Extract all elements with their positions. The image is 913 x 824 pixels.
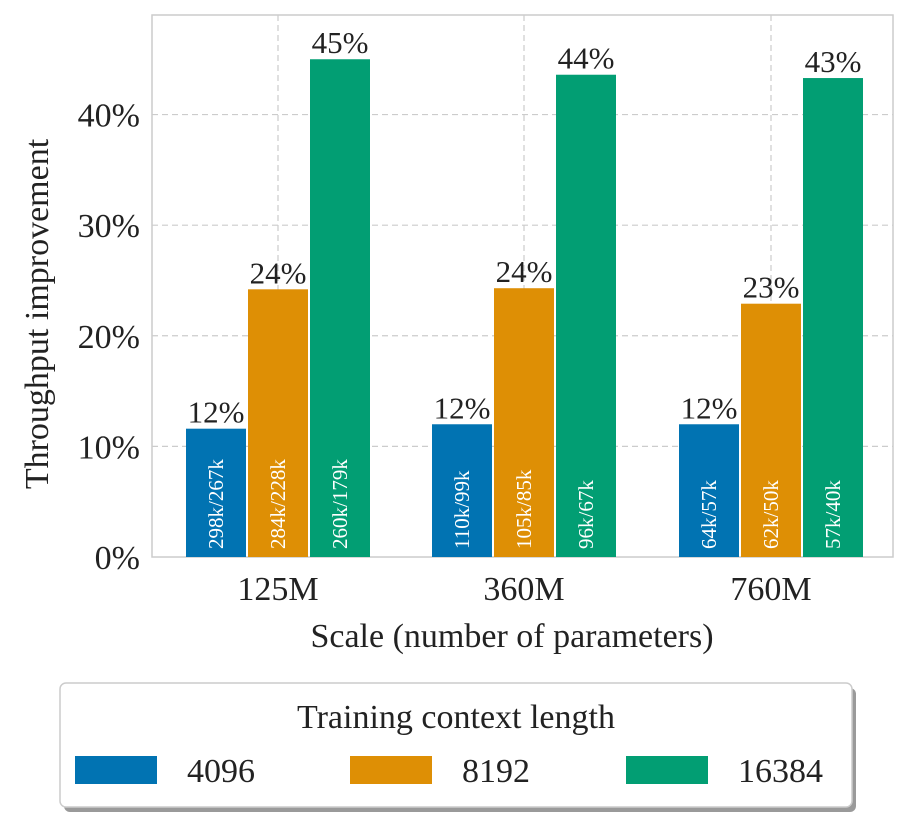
bar-value-label: 43%	[805, 44, 862, 79]
bar-16384-760M	[803, 78, 863, 557]
y-tick-labels: 0% 10% 20% 30% 40%	[78, 98, 140, 577]
bar-8192-360M	[494, 288, 554, 557]
x-tick-label: 360M	[483, 571, 564, 608]
y-tick-label: 20%	[78, 319, 140, 356]
bar-value-label: 24%	[496, 254, 553, 289]
bar-8192-760M	[741, 303, 801, 557]
x-axis-title: Scale (number of parameters)	[310, 618, 713, 655]
bar-value-label: 12%	[434, 390, 491, 425]
bar-value-label: 12%	[188, 395, 245, 430]
x-tick-label: 760M	[730, 571, 811, 608]
y-tick-label: 10%	[78, 429, 140, 466]
legend-swatch-16384	[626, 756, 708, 784]
legend-items: 4096 8192 16384	[75, 753, 823, 790]
bar-value-label: 12%	[681, 390, 738, 425]
legend-swatch-4096	[75, 756, 157, 784]
bar-inner-label: 57k/40k	[821, 480, 845, 549]
bar-inner-label: 110k/99k	[450, 470, 474, 549]
bar-inner-label: 62k/50k	[759, 480, 783, 549]
bar-inner-label: 284k/228k	[266, 459, 290, 549]
bar-inner-label: 260k/179k	[328, 459, 352, 549]
bar-value-label: 23%	[743, 270, 800, 305]
x-tick-labels: 125M 360M 760M	[237, 571, 811, 608]
y-tick-label: 40%	[78, 98, 140, 135]
bar-inner-label: 96k/67k	[574, 480, 598, 549]
bar-value-label: 45%	[312, 25, 369, 60]
legend-label-8192: 8192	[462, 753, 530, 790]
bar-16384-360M	[556, 74, 616, 557]
legend-label-16384: 16384	[738, 753, 823, 790]
legend-title: Training context length	[297, 699, 615, 736]
bar-inner-label: 298k/267k	[204, 459, 228, 549]
legend: Training context length 4096 8192 16384	[59, 682, 856, 812]
bar-16384-125M	[310, 59, 370, 557]
bar-4096-360M	[432, 424, 492, 557]
legend-label-4096: 4096	[187, 753, 255, 790]
bars: 12% 298k/267k 24% 284k/228k 45% 260k/179k 12% 1…	[186, 25, 863, 557]
y-tick-label: 30%	[78, 208, 140, 245]
y-axis-title: Throughput improvement	[19, 138, 56, 489]
bar-4096-760M	[679, 424, 739, 557]
bar-value-label: 44%	[558, 41, 615, 76]
bar-inner-label: 105k/85k	[512, 469, 536, 549]
legend-swatch-8192	[350, 756, 432, 784]
bar-value-label: 24%	[250, 255, 307, 290]
x-tick-label: 125M	[237, 571, 318, 608]
y-tick-label: 0%	[95, 540, 140, 577]
bar-4096-125M	[186, 428, 246, 557]
bar-inner-label: 64k/57k	[697, 480, 721, 549]
bar-8192-125M	[248, 289, 308, 557]
